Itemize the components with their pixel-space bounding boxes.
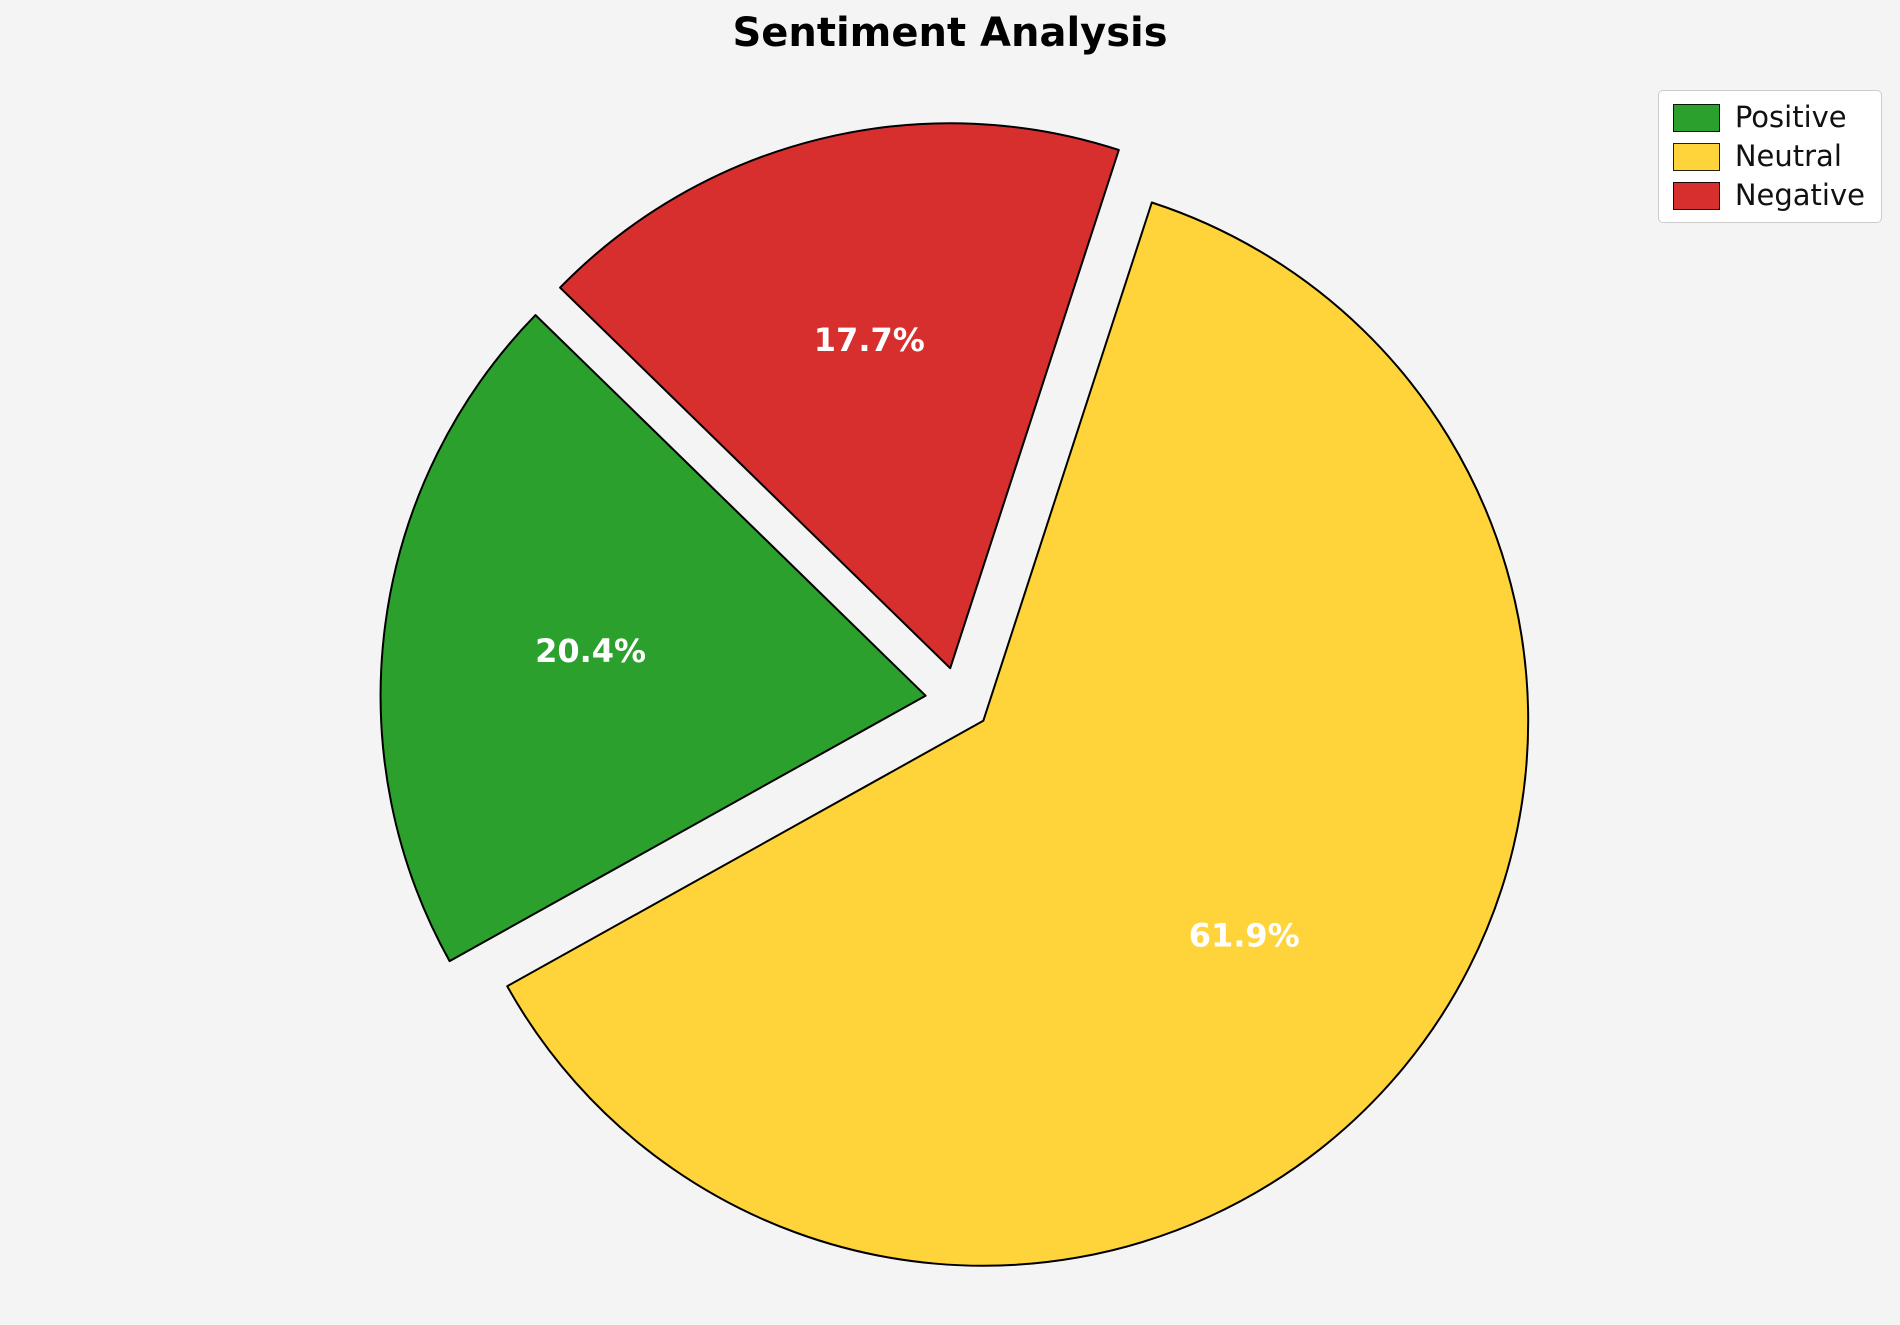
pie-slice-positive xyxy=(379,314,927,963)
legend-label-negative: Negative xyxy=(1734,178,1865,212)
slice-label-neutral: 61.9% xyxy=(1189,916,1300,954)
legend-swatch-negative xyxy=(1672,181,1720,210)
legend-item-negative: Negative xyxy=(1672,178,1865,212)
legend-item-neutral: Neutral xyxy=(1672,139,1865,173)
legend: Positive Neutral Negative xyxy=(1657,90,1882,223)
legend-swatch-neutral xyxy=(1672,142,1720,171)
legend-label-positive: Positive xyxy=(1734,100,1847,134)
slice-label-negative: 17.7% xyxy=(814,321,925,359)
pie-slice-negative xyxy=(559,122,1120,670)
chart-title: Sentiment Analysis xyxy=(732,10,1168,56)
slice-label-positive: 20.4% xyxy=(535,632,646,670)
legend-swatch-positive xyxy=(1672,103,1720,132)
legend-item-positive: Positive xyxy=(1672,100,1865,134)
legend-label-neutral: Neutral xyxy=(1734,139,1842,173)
pie-slice-neutral xyxy=(506,201,1530,1267)
